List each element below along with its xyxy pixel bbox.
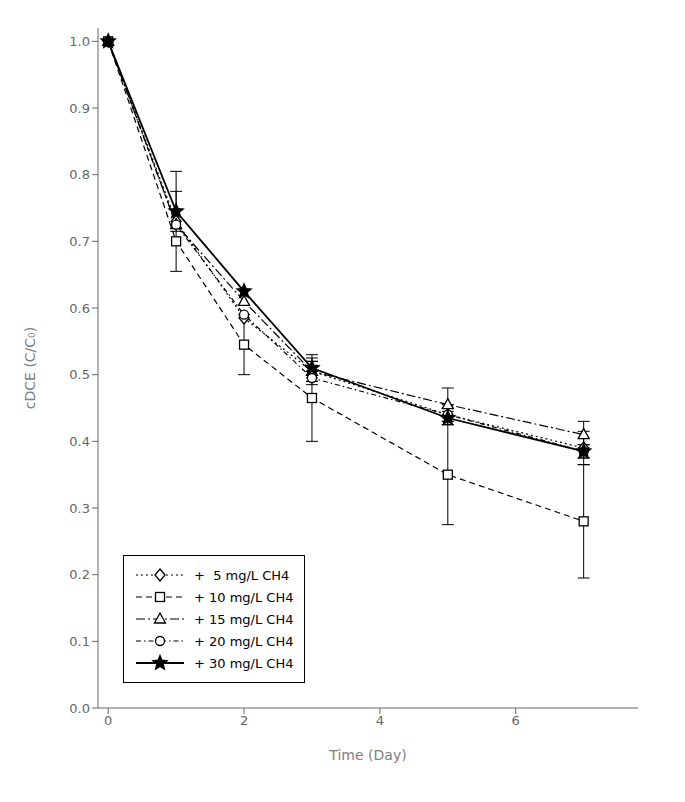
svg-text:0.1: 0.1 [69, 634, 90, 649]
html-text:+ 30 mg/L CH4: + 30 mg/L CH4 [194, 655, 294, 671]
svg-text:0.5: 0.5 [69, 367, 90, 382]
svg-text:0.9: 0.9 [69, 101, 90, 116]
svg-text:0.4: 0.4 [69, 434, 90, 449]
html-text:+ 10 mg/L CH4: + 10 mg/L CH4 [194, 589, 294, 605]
svg-text:0.8: 0.8 [69, 167, 90, 182]
svg-text:0: 0 [104, 713, 112, 728]
svg-text:0.7: 0.7 [69, 234, 90, 249]
svg-text:0.2: 0.2 [69, 567, 90, 582]
svg-text:6: 6 [512, 713, 520, 728]
html-text:+ 20 mg/L CH4: + 20 mg/L CH4 [194, 633, 294, 649]
svg-text:0.3: 0.3 [69, 501, 90, 516]
svg-text:2: 2 [240, 713, 248, 728]
svg-text:Time (Day): Time (Day) [328, 747, 406, 763]
html-text:+ 5 mg/L CH4: + 5 mg/L CH4 [194, 567, 290, 583]
svg-text:0.0: 0.0 [69, 701, 90, 716]
svg-text:1.0: 1.0 [69, 34, 90, 49]
html-text:+ 15 mg/L CH4: + 15 mg/L CH4 [194, 611, 294, 627]
svg-text:4: 4 [376, 713, 384, 728]
svg-text:cDCE (C/C₀): cDCE (C/C₀) [22, 327, 38, 409]
svg-text:0.6: 0.6 [69, 301, 90, 316]
